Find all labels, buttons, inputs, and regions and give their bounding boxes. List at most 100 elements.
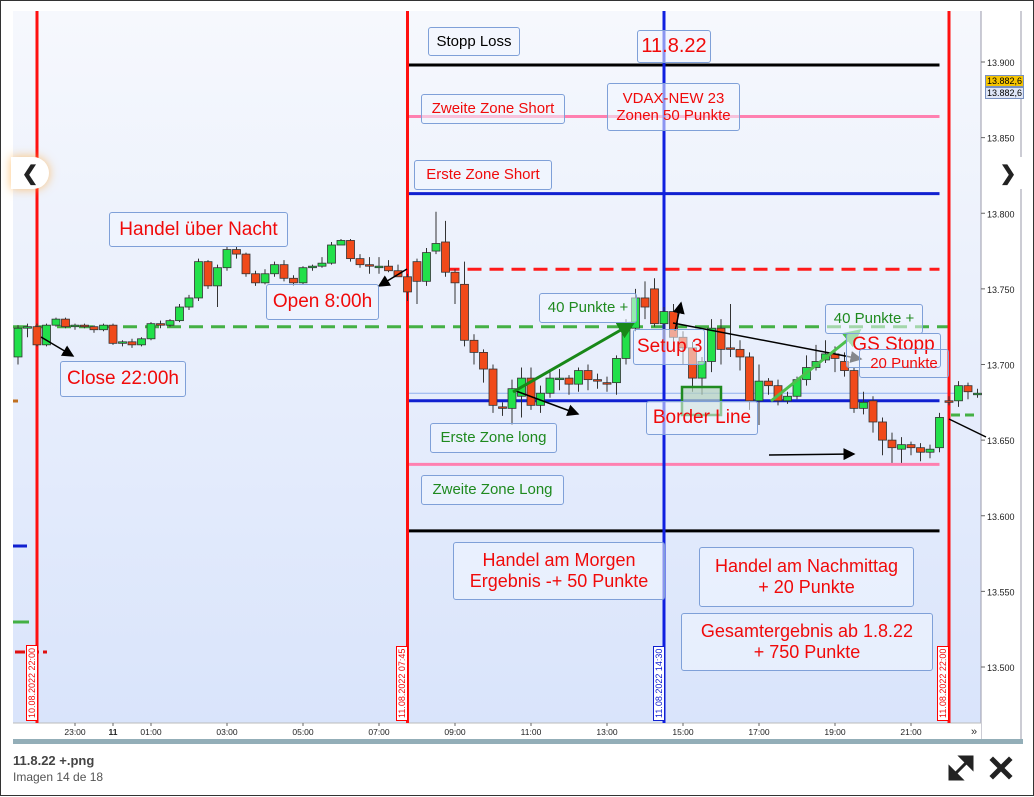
annotation-zweite-zone-long: Zweite Zone Long	[421, 475, 564, 505]
candle-body-down	[279, 264, 289, 279]
candle	[327, 241, 336, 265]
candle	[963, 382, 973, 400]
next-image-button[interactable]: ❯	[989, 157, 1027, 189]
candle	[754, 364, 764, 425]
candle	[51, 317, 61, 327]
candle-body-down	[108, 324, 118, 344]
y-tick-label: 13.750	[987, 285, 1015, 295]
candle-body-up	[42, 324, 51, 346]
candle-body-down	[232, 249, 241, 255]
arrow-right	[768, 448, 856, 461]
candle	[555, 369, 564, 391]
candle-body-down	[89, 326, 99, 331]
candle	[745, 352, 754, 410]
candle	[602, 376, 612, 392]
vdax-line-2: Zonen 50 Punkte	[616, 107, 731, 124]
candle-body-up	[925, 448, 935, 453]
annotation-erste-zone-short: Erste Zone Short	[414, 160, 552, 190]
candle-body-down	[384, 265, 393, 272]
candle-body-down	[127, 341, 137, 346]
y-tick-label: 13.850	[987, 134, 1015, 144]
candle	[23, 323, 32, 338]
annotation-zweite-zone-short: Zweite Zone Short	[421, 94, 565, 124]
candle-body-down	[450, 271, 460, 284]
y-tick-label: 13.600	[987, 512, 1015, 522]
candle-body-up	[374, 265, 384, 269]
close-icon	[989, 756, 1013, 780]
candle	[859, 391, 868, 415]
annotation-close: Close 22:00h	[60, 361, 186, 397]
candle	[203, 260, 213, 289]
candle	[298, 266, 308, 285]
candle-body-up	[270, 264, 279, 275]
candle	[384, 260, 393, 273]
gesamt-line-1: Gesamtergebnis ab 1.8.22	[700, 621, 914, 642]
candle	[764, 378, 773, 395]
price-axis	[981, 11, 1023, 739]
candle	[450, 269, 460, 304]
candle	[906, 441, 916, 456]
candle	[583, 364, 593, 391]
candle	[42, 323, 51, 347]
candle-body-down	[156, 323, 165, 326]
candle	[460, 261, 469, 347]
candle	[640, 281, 650, 320]
candle-body-down	[526, 377, 536, 406]
expand-button[interactable]	[947, 754, 975, 782]
candle-body-down	[650, 288, 659, 325]
candle	[146, 322, 156, 341]
candle-body-down	[640, 297, 650, 308]
close-button[interactable]	[989, 756, 1013, 780]
candle	[707, 319, 716, 373]
y-tick-label: 13.650	[987, 436, 1015, 446]
candle	[194, 258, 203, 301]
candle-body-down	[583, 370, 593, 381]
candle-body-down	[906, 444, 916, 449]
candle-body-up	[308, 265, 317, 269]
scroll-more-button[interactable]: »	[971, 726, 977, 738]
candle-body-down	[716, 327, 726, 350]
vline-label: 10.08.2022 22:00	[26, 644, 38, 721]
candle	[165, 319, 175, 327]
candle	[108, 323, 118, 345]
previous-image-button[interactable]: ❮	[11, 157, 49, 189]
candle-body-down	[593, 379, 602, 382]
candle-body-up	[184, 297, 194, 308]
candle	[783, 391, 792, 404]
annotation-vdax: VDAX-NEW 23 Zonen 50 Punkte	[607, 83, 740, 131]
candle	[526, 367, 536, 410]
candle-body-up	[555, 377, 564, 381]
candle-body-up	[137, 338, 146, 346]
x-tick-label: 07:00	[368, 727, 390, 737]
candle	[412, 258, 422, 304]
candle-body-down	[479, 351, 488, 370]
candle	[469, 334, 479, 365]
candle	[89, 325, 99, 333]
candle	[498, 402, 507, 416]
candle-body-down	[365, 264, 374, 267]
candle	[431, 211, 441, 255]
candle	[935, 412, 944, 453]
candle-body-up	[99, 324, 108, 331]
last-price-label-2: 13.882,6	[985, 87, 1025, 99]
candle	[222, 246, 232, 271]
vline-label: 11.08.2022 22:00	[937, 645, 949, 721]
candle	[887, 432, 897, 463]
annotation-date: 11.8.22	[637, 30, 711, 63]
candle-body-down	[602, 382, 612, 385]
candle	[184, 294, 194, 311]
candle-body-up	[859, 401, 868, 409]
chart-scrollbar[interactable]	[13, 739, 1023, 744]
candle-body-up	[897, 444, 906, 450]
candle-body-down	[460, 283, 469, 341]
candle	[897, 437, 906, 463]
candle-body-up	[23, 326, 32, 329]
candle	[849, 367, 859, 413]
candle-body-up	[118, 341, 127, 344]
candle	[973, 388, 982, 398]
candle	[251, 270, 260, 286]
candle-body-up	[146, 323, 156, 340]
candle	[336, 238, 346, 246]
arrow-long-entry	[515, 390, 580, 416]
